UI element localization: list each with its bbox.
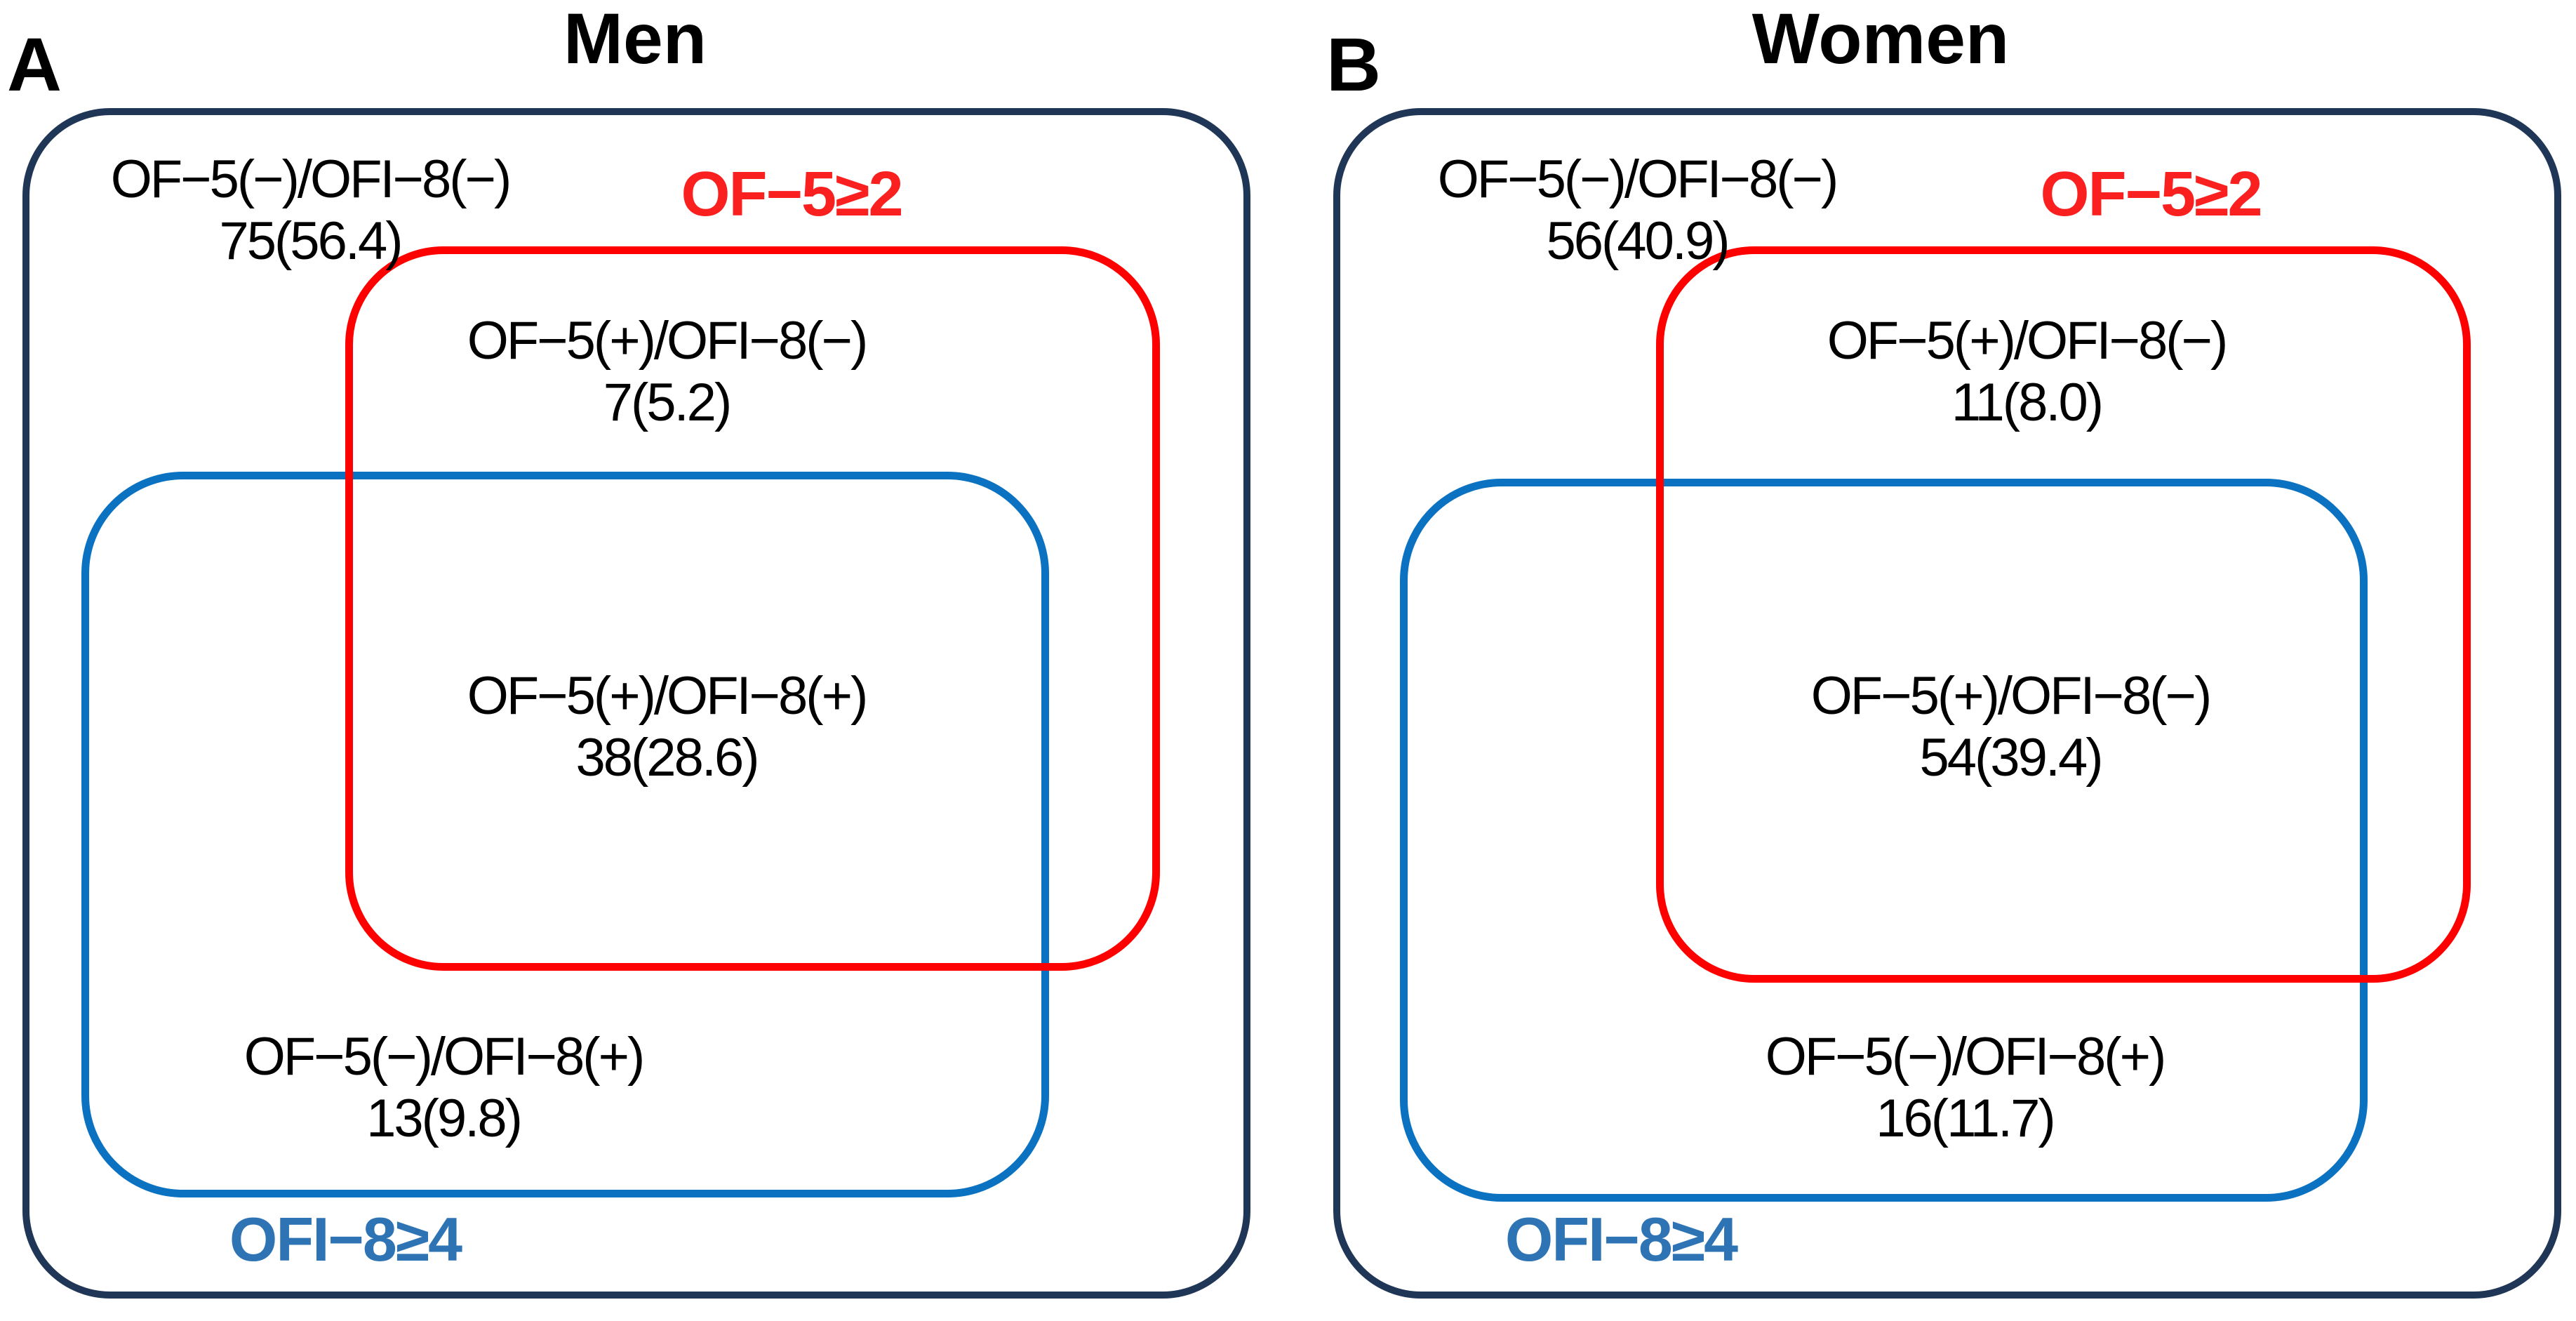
ofi8-set-label-women: OFI−8≥4 — [1504, 1204, 1738, 1274]
region-both-women: OF−5(+)/OFI−8(−) 54(39.4) — [1810, 665, 2213, 789]
region-both-men: OF−5(+)/OFI−8(+) 38(28.6) — [467, 665, 869, 789]
region-ofi8-only-label: OF−5(−)/OFI−8(+) — [243, 1027, 646, 1087]
outer-set-rect-women — [1333, 108, 2561, 1299]
region-neither-label: OF−5(−)/OFI−8(−) — [1437, 150, 1839, 209]
region-of5-only-label: OF−5(+)/OFI−8(−) — [1827, 311, 2229, 371]
region-of5-only-men: OF−5(+)/OFI−8(−) 7(5.2) — [467, 310, 869, 434]
ofi8-set-rect-men — [81, 472, 1049, 1197]
region-neither-value: 56(40.9) — [1546, 211, 1730, 272]
ofi8-set-label-men: OFI−8≥4 — [229, 1204, 462, 1274]
region-neither-men: OF−5(−)/OFI−8(−) 75(56.4) — [110, 149, 512, 272]
region-both-value: 38(28.6) — [575, 728, 759, 788]
panel-men: A Men OF−5≥2 OFI−8≥4 OF−5(−)/OFI−8(−) 75… — [7, 0, 1250, 1299]
of5-set-rect-women — [1656, 246, 2471, 983]
of5-set-label-women: OF−5≥2 — [2040, 159, 2262, 230]
of5-set-label-men: OF−5≥2 — [681, 159, 903, 230]
region-of5-only-label: OF−5(+)/OFI−8(−) — [467, 311, 869, 371]
region-ofi8-only-men: OF−5(−)/OFI−8(+) 13(9.8) — [243, 1026, 646, 1150]
region-of5-only-women: OF−5(+)/OFI−8(−) 11(8.0) — [1827, 310, 2229, 434]
region-both-label: OF−5(+)/OFI−8(−) — [1810, 666, 2213, 726]
region-of5-only-value: 7(5.2) — [603, 373, 733, 433]
region-both-value: 54(39.4) — [1919, 728, 2103, 788]
outer-set-rect-men — [22, 108, 1250, 1299]
panel-letter-b: B — [1326, 22, 1381, 107]
region-neither-women: OF−5(−)/OFI−8(−) 56(40.9) — [1437, 149, 1839, 272]
of5-set-rect-men — [345, 246, 1160, 971]
region-ofi8-only-women: OF−5(−)/OFI−8(+) 16(11.7) — [1765, 1026, 2167, 1150]
region-ofi8-only-value: 16(11.7) — [1876, 1089, 2055, 1149]
region-neither-value: 75(56.4) — [219, 211, 403, 272]
panel-women: B Women OF−5≥2 OFI−8≥4 OF−5(−)/OFI−8(−) … — [1311, 0, 2576, 1321]
region-ofi8-only-value: 13(9.8) — [366, 1089, 523, 1149]
ofi8-set-rect-women — [1400, 479, 2368, 1202]
region-both-label: OF−5(+)/OFI−8(+) — [467, 666, 869, 726]
panel-title-men: Men — [563, 0, 707, 79]
region-ofi8-only-label: OF−5(−)/OFI−8(+) — [1765, 1027, 2167, 1087]
panel-title-women: Women — [1751, 0, 2010, 79]
region-of5-only-value: 11(8.0) — [1951, 373, 2104, 433]
region-neither-label: OF−5(−)/OFI−8(−) — [110, 150, 512, 209]
panel-letter-a: A — [7, 22, 62, 107]
